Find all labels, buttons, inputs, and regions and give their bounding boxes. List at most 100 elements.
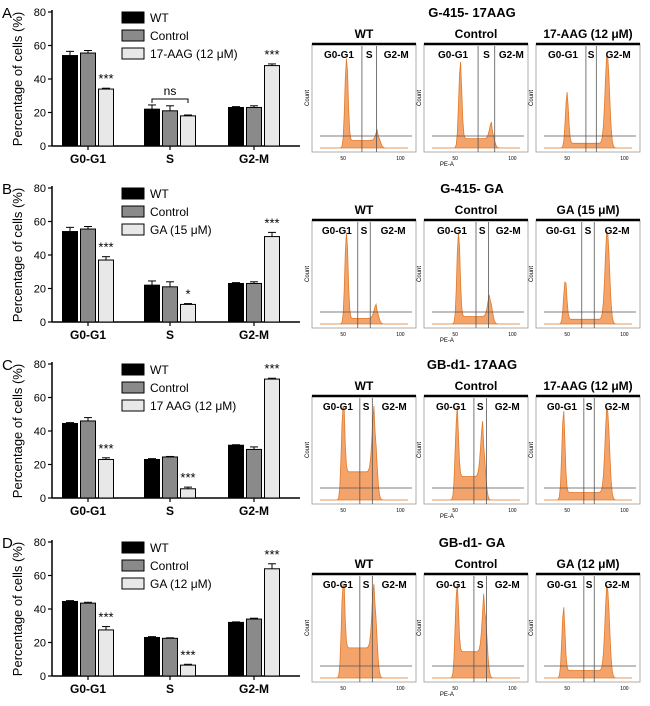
histogram-header: WT bbox=[355, 557, 374, 571]
histogram-3: GA (15 μM) G0-G1 S G2-M Count 50 100 bbox=[529, 203, 641, 338]
histogram-y-label: Count bbox=[305, 620, 311, 636]
bar bbox=[162, 110, 178, 147]
histogram-header: Control bbox=[455, 27, 498, 41]
histogram-area bbox=[432, 232, 520, 325]
y-tick-label: 60 bbox=[34, 217, 46, 229]
gate-label-g0g1: G0-G1 bbox=[546, 226, 576, 237]
histogram-area bbox=[432, 583, 520, 679]
gate-label-s: S bbox=[361, 226, 368, 237]
bar bbox=[80, 52, 96, 147]
histogram-header: GA (12 μM) bbox=[557, 557, 620, 571]
y-tick-label: 60 bbox=[34, 393, 46, 405]
bar-chart: Percentage of cells (%) 0 20 40 60 80 G0-G1 S G2… bbox=[10, 7, 300, 166]
histogram-x-tick: 100 bbox=[508, 156, 517, 162]
histogram-x-tick: 100 bbox=[508, 686, 517, 692]
histogram-area bbox=[320, 232, 408, 325]
histogram-x-tick: 100 bbox=[508, 508, 517, 514]
flow-title: G-415- GA bbox=[440, 181, 504, 196]
gate-label-g0g1: G0-G1 bbox=[548, 50, 578, 61]
histogram-x-label: PE-A bbox=[440, 692, 454, 698]
histogram-x-tick: 50 bbox=[340, 686, 346, 692]
x-tick-label: G2-M bbox=[239, 152, 269, 166]
histogram-x-tick: 100 bbox=[620, 156, 629, 162]
bar-chart: Percentage of cells (%) 0 20 40 60 80 G0-G1 S G2… bbox=[10, 359, 300, 518]
significance-label: *** bbox=[98, 240, 113, 255]
gate-label-g2m: G2-M bbox=[605, 402, 630, 413]
flow-title: GB-d1- 17AAG bbox=[427, 357, 517, 372]
histogram-3: 17-AAG (12 μM) G0-G1 S G2-M Count 50 100 bbox=[529, 27, 641, 162]
legend: WT Control 17 AAG (12 μM) bbox=[121, 363, 236, 413]
histogram-y-label: Count bbox=[417, 442, 423, 458]
legend-swatch bbox=[121, 29, 145, 42]
gate-label-s: S bbox=[588, 50, 595, 61]
y-tick-label: 20 bbox=[34, 284, 46, 296]
gate-label-g0g1: G0-G1 bbox=[322, 226, 352, 237]
gate-label-s: S bbox=[477, 580, 484, 591]
bar bbox=[246, 448, 262, 499]
gate-label-g2m: G2-M bbox=[495, 402, 520, 413]
gate-label-g2m: G2-M bbox=[496, 226, 521, 237]
histogram-header: 17-AAG (12 μM) bbox=[543, 27, 632, 41]
bar bbox=[80, 602, 96, 677]
bar bbox=[264, 378, 280, 499]
gate-label-s: S bbox=[483, 50, 490, 61]
significance-label: *** bbox=[180, 470, 195, 485]
gate-label-g0g1: G0-G1 bbox=[323, 402, 353, 413]
y-axis-label: Percentage of cells (%) bbox=[10, 12, 25, 146]
histogram-y-label: Count bbox=[305, 442, 311, 458]
bar bbox=[180, 488, 196, 499]
y-tick-label: 0 bbox=[40, 141, 46, 153]
histogram-2: Control G0-G1 S G2-M Count 50 100 PE-A bbox=[417, 203, 529, 344]
histogram-x-tick: 100 bbox=[508, 332, 517, 338]
bar bbox=[62, 231, 78, 323]
bar bbox=[246, 618, 262, 677]
y-axis-label: Percentage of cells (%) bbox=[10, 188, 25, 322]
gate-label-g2m: G2-M bbox=[605, 226, 630, 237]
histogram-x-tick: 50 bbox=[564, 686, 570, 692]
histogram-x-tick: 50 bbox=[340, 332, 346, 338]
y-axis-label: Percentage of cells (%) bbox=[10, 364, 25, 498]
bar bbox=[144, 636, 160, 677]
bar bbox=[144, 108, 160, 147]
gate-label-s: S bbox=[477, 402, 484, 413]
bar bbox=[246, 106, 262, 147]
gate-label-g2m: G2-M bbox=[382, 402, 407, 413]
bar-chart: Percentage of cells (%) 0 20 40 60 80 G0-G1 S G2… bbox=[10, 183, 300, 342]
histogram-header: GA (15 μM) bbox=[557, 203, 620, 217]
histogram-area bbox=[544, 585, 632, 679]
gate-label-s: S bbox=[363, 580, 370, 591]
bar bbox=[162, 456, 178, 499]
histogram-x-tick: 50 bbox=[564, 332, 570, 338]
histogram-y-label: Count bbox=[417, 90, 423, 106]
legend-label: WT bbox=[150, 11, 169, 25]
histogram-y-label: Count bbox=[529, 90, 535, 106]
bar bbox=[228, 621, 244, 677]
y-tick-label: 20 bbox=[34, 638, 46, 650]
histogram-x-tick: 50 bbox=[340, 508, 346, 514]
legend-label: Control bbox=[150, 29, 189, 43]
legend-swatch bbox=[121, 363, 145, 376]
y-tick-label: 20 bbox=[34, 460, 46, 472]
legend-label: Control bbox=[150, 559, 189, 573]
gate-label-s: S bbox=[479, 226, 486, 237]
histogram-x-tick: 100 bbox=[620, 686, 629, 692]
legend-swatch bbox=[121, 541, 145, 554]
legend-label: GA (15 μM) bbox=[150, 223, 212, 237]
x-tick-label: S bbox=[166, 152, 174, 166]
gate-label-g0g1: G0-G1 bbox=[324, 50, 354, 61]
histogram-area bbox=[320, 58, 408, 149]
bar bbox=[62, 600, 78, 677]
bar bbox=[264, 65, 280, 147]
histogram-x-tick: 50 bbox=[564, 508, 570, 514]
x-tick-label: G0-G1 bbox=[70, 152, 106, 166]
y-tick-label: 0 bbox=[40, 493, 46, 505]
